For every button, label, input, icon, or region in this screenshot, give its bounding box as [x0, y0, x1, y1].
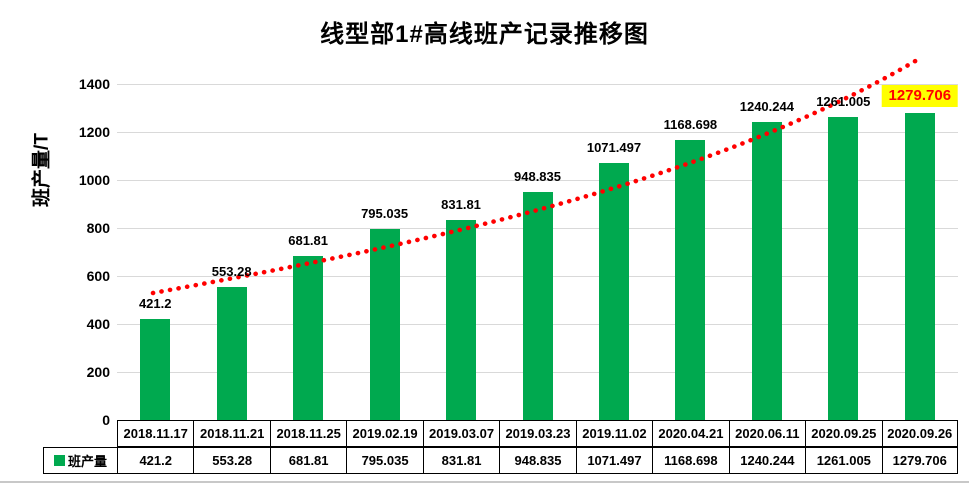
- table-date-cell: 2018.11.17: [117, 420, 195, 447]
- data-label-2019.02.19: 795.035: [361, 206, 409, 222]
- table-date-cell: 2019.02.19: [346, 420, 424, 447]
- chart-title: 线型部1#高线班产记录推移图: [320, 21, 649, 48]
- table-value-cell: 1071.497: [575, 447, 654, 474]
- table-value-cell: 831.81: [422, 447, 501, 474]
- table-value-cell: 681.81: [269, 447, 348, 474]
- y-tick-label-400: 400: [86, 316, 110, 332]
- bar-2020.06.11: [751, 122, 782, 420]
- gridline-1400: [117, 84, 958, 85]
- table-value-cell: 421.2: [117, 447, 195, 474]
- gridline-1200: [117, 132, 958, 133]
- data-label-2020.09.25: 1261.005: [816, 94, 871, 110]
- table-value-cell: 948.835: [499, 447, 577, 474]
- table-date-cell: 2019.11.02: [575, 420, 654, 447]
- table-date-cell: 2018.11.21: [193, 420, 271, 447]
- bar-2020.09.25: [828, 117, 859, 420]
- table-value-cell: 553.28: [193, 447, 271, 474]
- table-date-cell: 2019.03.07: [422, 420, 501, 447]
- bar-2019.11.02: [598, 162, 629, 420]
- table-date-cell: 2020.04.21: [652, 420, 730, 447]
- y-tick-label-0: 0: [102, 412, 110, 428]
- y-tick-label-800: 800: [86, 220, 110, 236]
- data-label-2018.11.21: 553.28: [211, 264, 252, 280]
- legend-cell: 班产量: [43, 447, 118, 474]
- data-label-2018.11.25: 681.81: [288, 233, 329, 249]
- y-tick-label-1400: 1400: [78, 76, 110, 92]
- table-value-cell: 795.035: [346, 447, 424, 474]
- data-label-2018.11.17: 421.2: [138, 295, 172, 311]
- y-tick-label-1200: 1200: [78, 124, 110, 140]
- table-date-cell: 2020.09.26: [881, 420, 958, 447]
- bar-2018.11.25: [293, 256, 324, 420]
- chart-bottom-border: [0, 481, 969, 483]
- legend-label: 班产量: [67, 454, 107, 469]
- data-label-2020.04.21: 1168.698: [663, 116, 718, 132]
- trendline-path: [150, 57, 920, 296]
- table-value-cell: 1168.698: [652, 447, 730, 474]
- data-label-2019.03.23: 948.835: [514, 169, 561, 185]
- bar-2020.09.26: [904, 112, 935, 420]
- table-date-cell: 2019.03.23: [499, 420, 577, 447]
- y-tick-label-1000: 1000: [78, 172, 110, 188]
- data-label-2019.03.07: 831.81: [441, 197, 481, 213]
- bar-2019.03.07: [446, 220, 477, 420]
- table-date-cell: 2020.06.11: [728, 420, 807, 447]
- table-value-cell: 1240.244: [728, 447, 807, 474]
- table-value-cell: 1279.706: [881, 447, 958, 474]
- table-value-cell: 1261.005: [805, 447, 883, 474]
- gridline-1000: [117, 180, 958, 181]
- bar-2020.04.21: [675, 139, 706, 420]
- table-date-cell: 2020.09.25: [805, 420, 883, 447]
- bar-2018.11.17: [140, 318, 171, 420]
- bar-2019.02.19: [369, 229, 400, 420]
- bar-2018.11.21: [216, 287, 247, 420]
- highlighted-data-label: 1279.706: [881, 84, 959, 107]
- y-tick-label-200: 200: [86, 364, 110, 380]
- y-tick-label-600: 600: [86, 268, 110, 284]
- table-date-cell: 2018.11.25: [269, 420, 348, 447]
- data-label-2020.06.11: 1240.244: [739, 99, 794, 115]
- data-label-2019.11.02: 1071.497: [586, 139, 642, 155]
- bar-2019.03.23: [522, 192, 553, 420]
- legend-swatch: [53, 455, 65, 466]
